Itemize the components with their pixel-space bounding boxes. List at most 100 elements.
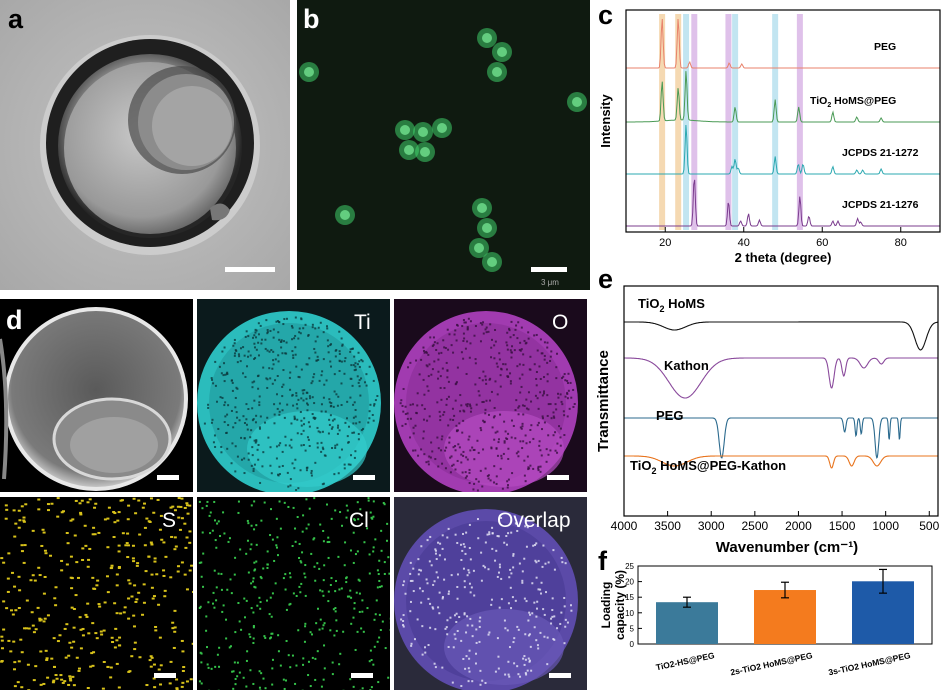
cl-signal-dot [310,552,313,555]
s-signal-dot [20,550,24,553]
s-signal-dot [4,517,8,520]
s-signal-dot [87,632,91,635]
cl-signal-dot [211,529,214,532]
s-signal-dot [84,544,88,547]
s-signal-dot [65,623,69,626]
cl-signal-dot [345,581,348,584]
cl-signal-dot [308,507,311,510]
fluorescent-particle-core [487,257,497,267]
s-signal-dot [156,498,160,501]
cl-signal-dot [323,644,326,647]
s-signal-dot [14,522,18,525]
cl-signal-dot [246,650,249,653]
s-signal-dot [97,603,101,606]
cl-signal-dot [278,500,281,503]
cl-signal-dot [376,569,379,572]
cl-signal-dot [383,572,386,575]
s-signal-dot [52,637,56,640]
s-signal-dot [17,575,21,578]
cl-signal-dot [327,590,330,593]
cl-signal-dot [266,550,269,553]
cl-signal-dot [298,542,301,545]
s-signal-dot [52,665,56,668]
cl-signal-dot [207,601,210,604]
s-signal-dot [112,510,116,513]
s-signal-dot [22,519,26,522]
s-signal-dot [131,557,135,560]
cl-signal-dot [276,536,279,539]
s-signal-dot [162,569,166,572]
cl-signal-dot [339,652,342,655]
cl-signal-dot [384,647,387,650]
s-signal-dot [171,627,175,630]
s-signal-dot [95,637,99,640]
cl-signal-dot [200,561,203,564]
s-signal-dot [43,575,47,578]
s-signal-dot [60,678,64,681]
cl-signal-dot [354,648,357,651]
fluorescent-particle-core [572,97,582,107]
s-signal-dot [83,524,87,527]
s-signal-dot [92,651,96,654]
cl-signal-dot [200,661,203,664]
s-signal-dot [177,497,181,500]
cl-signal-dot [270,632,273,635]
s-signal-dot [32,631,36,634]
cl-signal-dot [198,680,201,683]
s-signal-dot [27,627,31,630]
cl-signal-dot [372,515,375,518]
cl-signal-dot [330,577,333,580]
s-signal-dot [124,544,128,547]
s-signal-dot [89,665,93,668]
s-signal-dot [72,608,76,611]
bar-y-axis-label-2: capacity (%) [613,570,627,640]
cl-signal-dot [208,514,211,517]
cl-signal-dot [255,543,258,546]
scale-text-b: 3 μm [541,278,559,287]
cl-signal-dot [355,591,358,594]
s-signal-dot [121,532,125,535]
s-signal-dot [145,517,149,520]
s-signal-dot [70,587,74,590]
s-signal-dot [126,518,130,521]
cl-signal-dot [225,637,228,640]
cl-signal-dot [313,497,316,500]
cl-signal-dot [370,658,373,661]
scale-bar-overlap [549,673,571,678]
s-signal-dot [45,657,49,660]
s-signal-dot [117,544,121,547]
cl-signal-dot [307,523,310,526]
s-signal-dot [55,677,59,680]
cl-signal-dot [234,631,237,634]
cl-signal-dot [337,555,340,558]
highlight-band [675,14,682,230]
s-signal-dot [126,544,130,547]
cl-signal-dot [228,646,231,649]
cl-signal-dot [322,529,325,532]
s-signal-dot [44,649,48,652]
cl-signal-dot [300,582,303,585]
s-signal-dot [22,516,26,519]
s-signal-dot [152,677,156,680]
panel-letter-a: a [8,4,24,34]
s-signal-dot [111,641,115,644]
s-signal-dot [134,512,138,515]
cl-signal-dot [225,618,228,621]
cl-signal-dot [292,592,295,595]
cl-signal-dot [345,504,348,507]
cl-signal-dot [326,541,329,544]
s-signal-dot [91,576,95,579]
cl-signal-dot [198,607,201,610]
cl-signal-dot [287,654,290,657]
s-signal-dot [34,628,38,631]
s-signal-dot [106,546,110,549]
highlight-band [732,14,739,230]
ftir-series-label: TiO2 HoMS [638,296,705,314]
xrd-x-tick-label: 60 [816,237,828,249]
s-signal-dot [56,515,60,518]
cl-signal-dot [233,573,236,576]
cl-signal-dot [368,660,371,663]
cl-signal-dot [378,613,381,616]
ftir-series-line [624,321,939,351]
loading-capacity-chart: 0 5 10 15 20 25 TiO2-HS@PEG 2s-TiO2 HoMS@PEG 3s-… [599,562,933,677]
